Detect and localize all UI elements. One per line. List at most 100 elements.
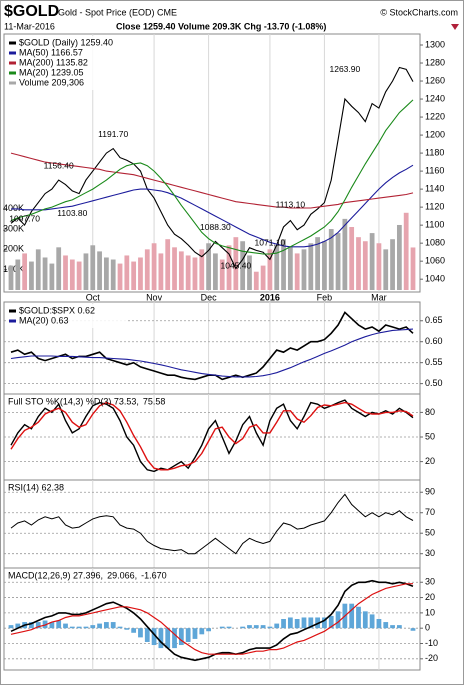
bar	[83, 626, 89, 629]
legend-label: Volume 209,306	[19, 77, 84, 87]
quote: Close 1259.40 Volume 209.3K Chg -13.70 (…	[116, 21, 326, 31]
panel-title: 75.58	[143, 396, 166, 406]
bar	[322, 241, 327, 290]
bar	[104, 257, 109, 290]
bar	[253, 271, 259, 290]
bar	[158, 253, 164, 290]
panel-title: -1.670	[141, 570, 167, 580]
annotation: 1103.80	[57, 208, 87, 218]
bar	[219, 259, 225, 290]
bar	[185, 255, 191, 290]
bar	[410, 247, 416, 290]
y-tick-label: 0.55	[425, 357, 443, 367]
panel-title: Full STO %K(14,3) %D(3) 73.53,	[8, 396, 139, 406]
bar	[247, 625, 252, 629]
bar	[383, 622, 389, 629]
y-tick-label: 1080	[425, 238, 445, 248]
bar	[362, 611, 368, 629]
bar	[8, 625, 14, 629]
annotation: 1156.40	[44, 161, 74, 171]
bar	[383, 249, 389, 290]
series-line	[11, 164, 414, 248]
y-tick-label: 1160	[425, 165, 444, 175]
y-tick-label: 10	[425, 607, 435, 617]
bar	[124, 628, 130, 630]
series-line	[10, 579, 414, 662]
y-tick-label: 1180	[425, 147, 444, 157]
annotation: 1113.10	[276, 200, 306, 210]
bar	[294, 253, 300, 290]
y-tick-label: 30	[425, 548, 435, 558]
bar	[335, 611, 341, 629]
bar	[8, 265, 14, 290]
panel-frame	[3, 479, 421, 569]
bar	[151, 628, 157, 646]
bar	[281, 239, 286, 290]
bar	[390, 625, 395, 629]
legend-box	[7, 36, 127, 90]
bar	[192, 257, 198, 290]
y2-tick-label: 200K	[3, 244, 24, 254]
series-line	[10, 152, 414, 209]
legend-label: $GOLD (Daily) 1259.40	[19, 37, 113, 47]
bar	[110, 622, 116, 629]
bar	[233, 237, 239, 290]
series-line	[10, 66, 414, 270]
bar	[349, 227, 355, 290]
bar	[267, 626, 273, 629]
bar	[144, 249, 150, 290]
bar	[69, 259, 75, 290]
bar	[35, 622, 41, 629]
bar	[199, 628, 205, 635]
bar	[410, 628, 416, 631]
legend-label: MA(20) 1239.05	[19, 67, 84, 77]
bar	[328, 229, 334, 290]
bar	[267, 249, 273, 290]
bar	[274, 623, 280, 629]
bar	[76, 261, 82, 290]
y-tick-label: 0.50	[425, 378, 443, 388]
bar	[42, 257, 48, 290]
bar	[328, 615, 334, 629]
bar	[90, 245, 96, 290]
bar	[15, 623, 21, 629]
bar	[192, 628, 198, 639]
bar	[151, 243, 157, 290]
bar	[376, 619, 382, 629]
annotation: 1097.70	[9, 213, 40, 223]
bar	[131, 628, 137, 633]
y-tick-label: 80	[425, 407, 435, 417]
bar	[206, 628, 211, 632]
bar	[49, 622, 55, 629]
bar	[138, 628, 143, 638]
bar	[165, 239, 171, 290]
series-line	[10, 583, 414, 655]
y-tick-label: 1240	[425, 93, 445, 103]
y2-tick-label: 400K	[3, 203, 24, 213]
bar	[369, 614, 375, 629]
bar	[22, 253, 28, 290]
y-tick-label: 1060	[425, 256, 445, 266]
bar	[356, 606, 361, 629]
bar	[110, 259, 116, 290]
bar	[301, 617, 307, 629]
x-tick-label: Oct	[86, 292, 101, 302]
bar	[213, 253, 218, 290]
bar	[29, 622, 34, 629]
symbol: $GOLD	[4, 3, 59, 20]
bar	[260, 265, 266, 290]
annotation: 1088.30	[200, 222, 231, 232]
bar	[396, 625, 402, 629]
panel-title: MACD(12,26,9) 27.396,	[8, 570, 103, 580]
bar	[104, 622, 109, 629]
bar	[165, 628, 171, 649]
bar	[396, 224, 402, 290]
bar	[206, 243, 211, 290]
annotation: 1045.40	[220, 261, 251, 271]
x-tick-label: Feb	[317, 292, 333, 302]
bar	[335, 233, 341, 290]
bar	[308, 243, 314, 290]
y2-tick-label: 100K	[3, 264, 24, 274]
legend-label: MA(20) 0.63	[19, 315, 69, 325]
bar	[69, 626, 75, 629]
